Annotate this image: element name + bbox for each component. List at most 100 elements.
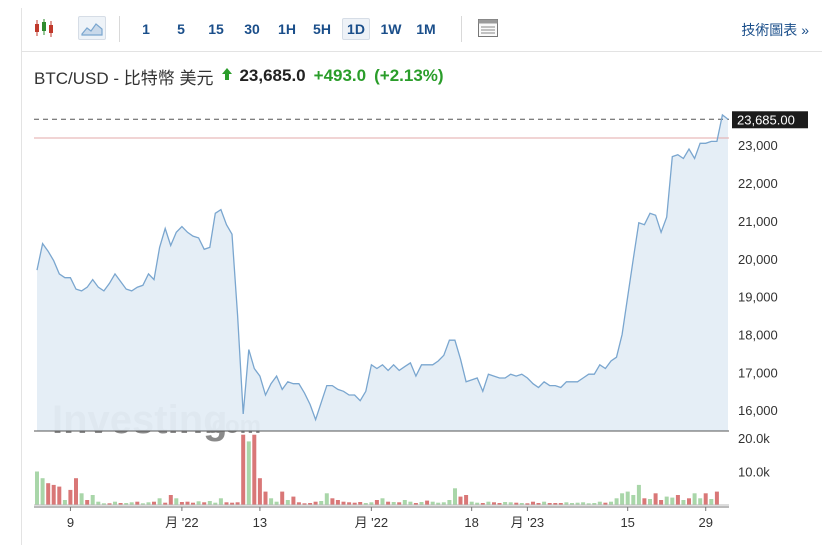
chart-toolbar: 1 5 15 30 1H 5H 1D 1W 1M 技術圖表 » (22, 8, 822, 52)
volume-bar (659, 500, 664, 505)
volume-tick-label: 10.0k (738, 465, 770, 480)
volume-bar (90, 495, 95, 505)
volume-bar (107, 503, 112, 505)
volume-bar (62, 500, 67, 505)
period-1d[interactable]: 1D (342, 18, 370, 40)
volume-bar (257, 478, 262, 505)
volume-bar (185, 501, 190, 505)
volume-bar (631, 495, 636, 505)
technical-chart-link[interactable]: 技術圖表 » (741, 22, 809, 38)
price-tick-label: 21,000 (738, 214, 778, 229)
quote-header: BTC/USD - 比特幣 美元 23,685.0 +493.0 (+2.13%… (34, 64, 444, 88)
volume-bar (330, 498, 335, 505)
volume-bar (441, 502, 446, 505)
volume-bar (135, 501, 140, 505)
price-tick-label: 19,000 (738, 290, 778, 305)
volume-bar (681, 500, 686, 505)
volume-bar (118, 503, 123, 505)
price-change: +493.0 (313, 66, 367, 85)
volume-bar (636, 484, 641, 505)
period-15[interactable]: 15 (208, 21, 224, 37)
volume-bar (397, 502, 402, 505)
x-tick-label: 月 '23 (511, 515, 545, 530)
volume-bar (558, 503, 563, 505)
candlestick-chart-icon[interactable] (30, 16, 58, 40)
volume-bar (235, 502, 240, 505)
volume-bar (263, 491, 268, 505)
period-5[interactable]: 5 (177, 21, 185, 37)
period-1m[interactable]: 1M (416, 21, 436, 37)
volume-bar (174, 498, 179, 505)
table-view-icon[interactable] (474, 16, 502, 40)
volume-bar (129, 502, 134, 505)
volume-bar (68, 489, 73, 505)
volume-bar (324, 493, 329, 505)
volume-bar (625, 491, 630, 505)
volume-bar (374, 500, 379, 505)
volume-bar (575, 502, 580, 505)
volume-bar (486, 501, 491, 505)
volume-bar (692, 493, 697, 505)
volume-bar (230, 502, 235, 505)
volume-bar (101, 503, 106, 505)
volume-bar (313, 501, 318, 505)
period-1h[interactable]: 1H (278, 21, 296, 37)
period-1[interactable]: 1 (142, 21, 150, 37)
volume-bar (503, 502, 508, 505)
volume-bar (179, 502, 184, 505)
period-1w[interactable]: 1W (380, 21, 402, 37)
volume-bar (40, 478, 45, 505)
volume-bar (581, 502, 586, 505)
period-5h[interactable]: 5H (313, 21, 331, 37)
volume-bar (614, 498, 619, 505)
price-series-line (36, 113, 729, 422)
volume-bar (703, 493, 708, 505)
volume-bar (536, 503, 541, 505)
volume-bar (308, 503, 313, 505)
volume-bar (163, 502, 168, 505)
volume-bar (96, 501, 101, 505)
volume-bar (508, 502, 513, 505)
volume-bar (698, 498, 703, 505)
volume-bar (51, 484, 56, 505)
volume-bar (363, 503, 368, 505)
volume-bar (469, 501, 474, 505)
volume-bar (525, 503, 530, 505)
volume-bar (319, 501, 324, 505)
x-tick-label: 13 (253, 515, 267, 530)
volume-bar (620, 493, 625, 505)
volume-bar (168, 495, 173, 505)
volume-bar (547, 503, 552, 505)
price-tick-label: 17,000 (738, 365, 778, 380)
volume-bar (79, 493, 84, 505)
volume-bar (664, 496, 669, 505)
volume-bar (191, 502, 195, 505)
volume-bar (492, 502, 496, 505)
volume-bar (285, 500, 290, 505)
x-tick-label: 月 '22 (165, 515, 199, 530)
volume-bar (648, 499, 652, 505)
volume-bar (519, 503, 524, 505)
volume-bar (274, 501, 279, 505)
volume-bar (480, 503, 485, 505)
volume-bar (592, 503, 597, 505)
period-30[interactable]: 30 (244, 21, 260, 37)
volume-tick-label: 20.0k (738, 431, 770, 446)
price-tick-label: 18,000 (738, 327, 778, 342)
price-tick-label: 23,000 (738, 138, 778, 153)
price-chart[interactable]: Investing.com16,00017,00018,00019,00020,… (22, 8, 822, 545)
volume-bar (146, 502, 151, 505)
last-price-tag-label: 23,685.00 (737, 112, 795, 127)
volume-bar (280, 491, 285, 505)
volume-bar (46, 483, 51, 505)
last-price-tag (732, 111, 808, 129)
volume-bar (430, 501, 435, 505)
volume-bar (246, 441, 251, 505)
volume-bar (113, 501, 117, 505)
area-chart-icon[interactable] (78, 16, 106, 40)
volume-bar (564, 502, 569, 505)
last-price: 23,685.0 (239, 66, 306, 85)
price-tick-label: 20,000 (738, 252, 778, 267)
volume-bar (514, 502, 519, 505)
volume-bar (252, 434, 257, 505)
